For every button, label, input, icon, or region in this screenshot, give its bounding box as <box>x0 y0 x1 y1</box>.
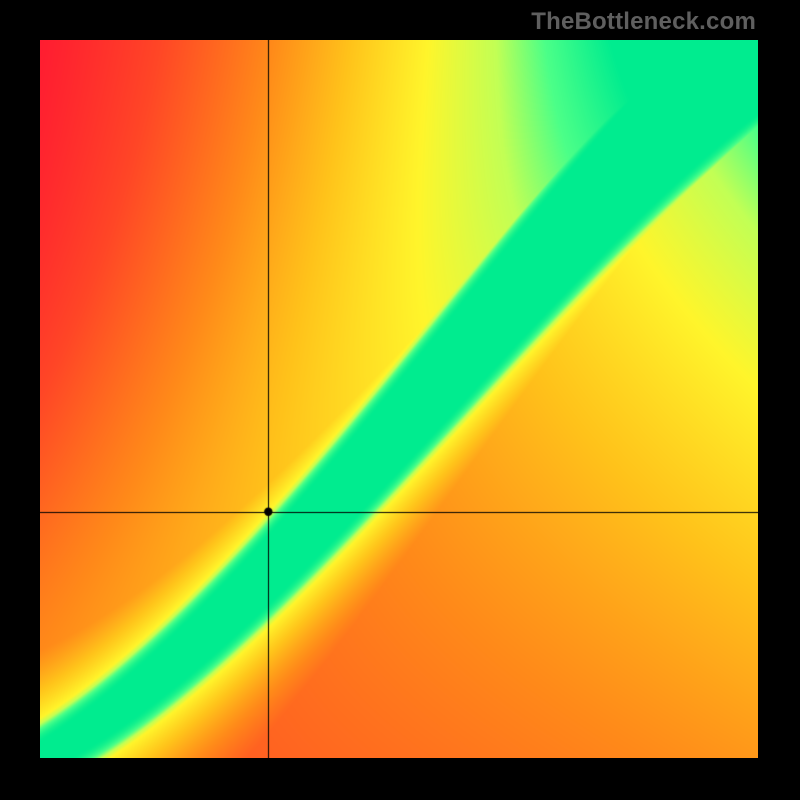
chart-frame: TheBottleneck.com <box>0 0 800 800</box>
watermark-text: TheBottleneck.com <box>531 8 756 36</box>
plot-area <box>40 40 758 758</box>
heatmap-canvas <box>40 40 758 758</box>
